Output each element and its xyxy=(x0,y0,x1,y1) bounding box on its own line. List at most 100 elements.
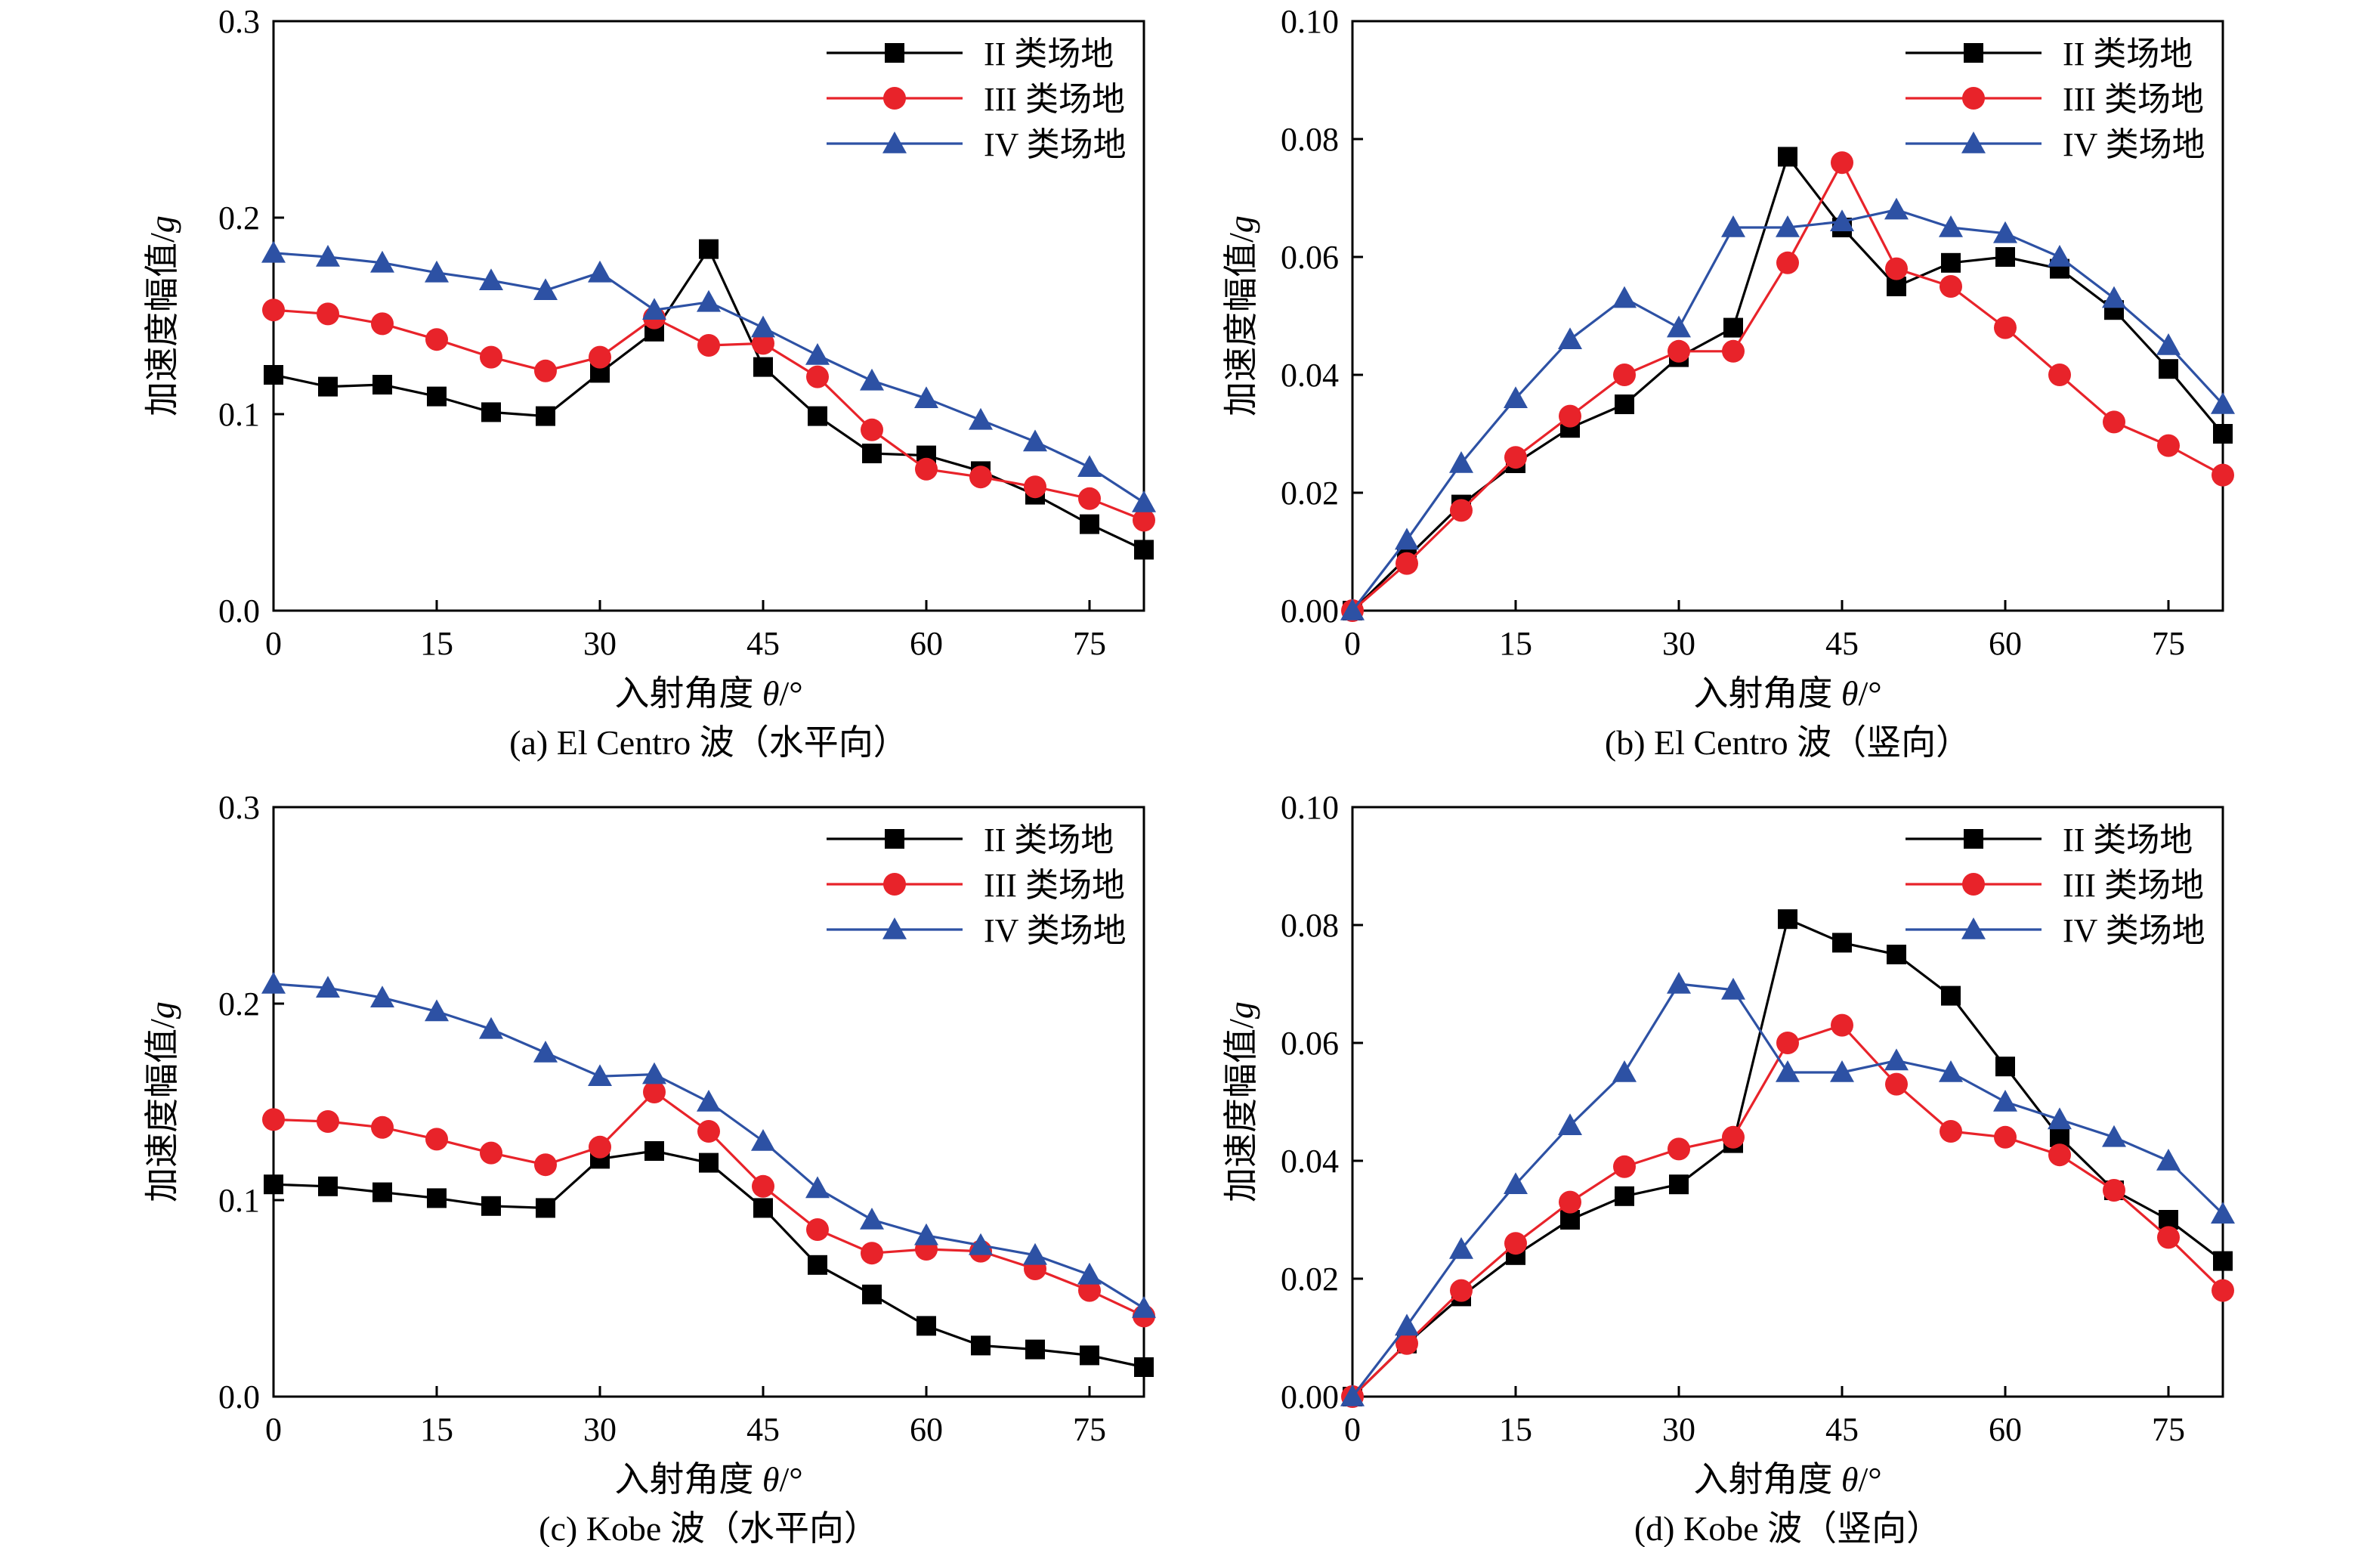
x-tick-label: 60 xyxy=(1989,625,2022,662)
series-line xyxy=(273,982,1145,1310)
data-point xyxy=(1721,215,1745,237)
data-point xyxy=(589,345,611,369)
data-point xyxy=(2156,1149,2181,1171)
data-point xyxy=(534,1153,557,1177)
series-1 xyxy=(262,299,1155,532)
data-point xyxy=(1023,429,1047,452)
data-point xyxy=(1831,151,1853,175)
data-point xyxy=(860,1208,884,1230)
data-point xyxy=(1132,490,1156,512)
data-point xyxy=(264,365,283,385)
data-point xyxy=(1615,1186,1634,1206)
data-point xyxy=(2103,1179,2125,1202)
data-point xyxy=(915,457,938,481)
chart-caption: (d) Kobe 波（竖向） xyxy=(1634,1509,1941,1547)
data-point xyxy=(862,1284,882,1304)
data-point xyxy=(316,245,340,267)
data-point xyxy=(1395,528,1419,550)
data-point xyxy=(1023,1242,1047,1265)
y-tick-label: 0.10 xyxy=(1281,789,1339,826)
y-tick-label: 0.04 xyxy=(1281,1143,1339,1180)
data-point xyxy=(697,1120,720,1143)
y-tick-label: 0.3 xyxy=(218,789,260,826)
y-tick-label: 0.3 xyxy=(218,3,260,40)
legend-marker xyxy=(882,917,907,939)
legend-label: IV 类场地 xyxy=(2063,126,2205,163)
data-point xyxy=(1993,221,2017,243)
x-axis-label-var: θ xyxy=(762,1460,780,1499)
data-point xyxy=(479,268,503,290)
data-point xyxy=(2102,286,2126,308)
legend: II 类场地 III 类场地 IV 类场地 xyxy=(827,821,1127,949)
data-point xyxy=(860,368,884,391)
data-point xyxy=(861,1242,883,1265)
y-tick-label: 0.0 xyxy=(218,593,260,630)
series-0 xyxy=(264,1141,1154,1377)
x-tick-label: 75 xyxy=(1073,625,1106,662)
data-point xyxy=(371,312,394,336)
data-point xyxy=(1080,1345,1099,1366)
y-axis-label: 加速度幅值/g xyxy=(1222,1001,1260,1202)
data-point xyxy=(697,1090,721,1112)
data-point xyxy=(2157,1226,2180,1249)
data-point xyxy=(1132,1296,1156,1318)
data-point xyxy=(643,1081,666,1103)
data-point xyxy=(862,444,882,463)
data-point xyxy=(427,386,447,407)
legend-label: II 类场地 xyxy=(984,821,1114,859)
chart-caption: (c) Kobe 波（水平向） xyxy=(539,1509,879,1547)
data-point xyxy=(1080,514,1099,534)
data-point xyxy=(1776,215,1800,237)
x-tick-label: 45 xyxy=(746,625,780,662)
data-point xyxy=(1723,317,1743,338)
data-point xyxy=(1133,509,1155,532)
data-point xyxy=(806,1218,829,1241)
y-axis-label-var: g xyxy=(1222,1001,1260,1019)
y-axis-label-var: g xyxy=(1222,215,1260,233)
x-tick-label: 30 xyxy=(583,1411,617,1448)
x-tick-label: 30 xyxy=(1662,1411,1695,1448)
x-axis-label: 入射角度 θ/° xyxy=(1693,1460,1881,1499)
legend-marker xyxy=(1961,917,1986,939)
data-point xyxy=(1830,209,1854,231)
data-point xyxy=(1134,540,1154,560)
chart-panel-0: 0 15 30 45 60 75 0.0 0.1 0.2 0.3 入射角度 θ/° 加速度幅值/g (a… xyxy=(143,3,1156,762)
data-point xyxy=(261,240,286,263)
data-point xyxy=(589,1135,611,1159)
x-axis-label-var: θ xyxy=(1841,674,1859,713)
data-point xyxy=(1884,1048,1909,1071)
x-axis-label-main: 入射角度 xyxy=(1693,674,1841,713)
data-point xyxy=(1940,1120,1962,1143)
data-point xyxy=(1450,1279,1473,1302)
legend-label: III 类场地 xyxy=(2063,867,2204,904)
data-point xyxy=(1024,475,1046,499)
data-point xyxy=(533,278,558,300)
chart-caption: (a) El Centro 波（水平向） xyxy=(509,723,908,762)
data-point xyxy=(318,1176,338,1196)
legend-marker xyxy=(1961,131,1986,153)
data-point xyxy=(370,985,394,1007)
data-point xyxy=(371,1115,394,1139)
data-point xyxy=(1668,1137,1690,1161)
data-point xyxy=(1504,446,1527,469)
data-point xyxy=(370,250,394,273)
y-tick-label: 0.2 xyxy=(218,200,260,237)
x-tick-label: 0 xyxy=(1344,1411,1361,1448)
plot-frame xyxy=(272,806,1145,1398)
legend: II 类场地 III 类场地 IV 类场地 xyxy=(827,36,1127,163)
data-point xyxy=(372,375,392,394)
y-axis-label: 加速度幅值/g xyxy=(143,215,181,416)
x-axis-label-main: 入射角度 xyxy=(614,1460,762,1499)
x-axis-label-unit: /° xyxy=(1858,674,1881,713)
data-point xyxy=(2213,424,2233,444)
x-axis-label-unit: /° xyxy=(779,1460,802,1499)
data-point xyxy=(2157,434,2180,457)
legend-marker xyxy=(885,829,904,849)
series-1 xyxy=(262,1081,1155,1328)
data-point xyxy=(805,1176,830,1199)
data-point xyxy=(1450,499,1473,522)
data-point xyxy=(697,334,720,357)
x-tick-label: 30 xyxy=(583,625,617,662)
data-point xyxy=(480,345,502,369)
